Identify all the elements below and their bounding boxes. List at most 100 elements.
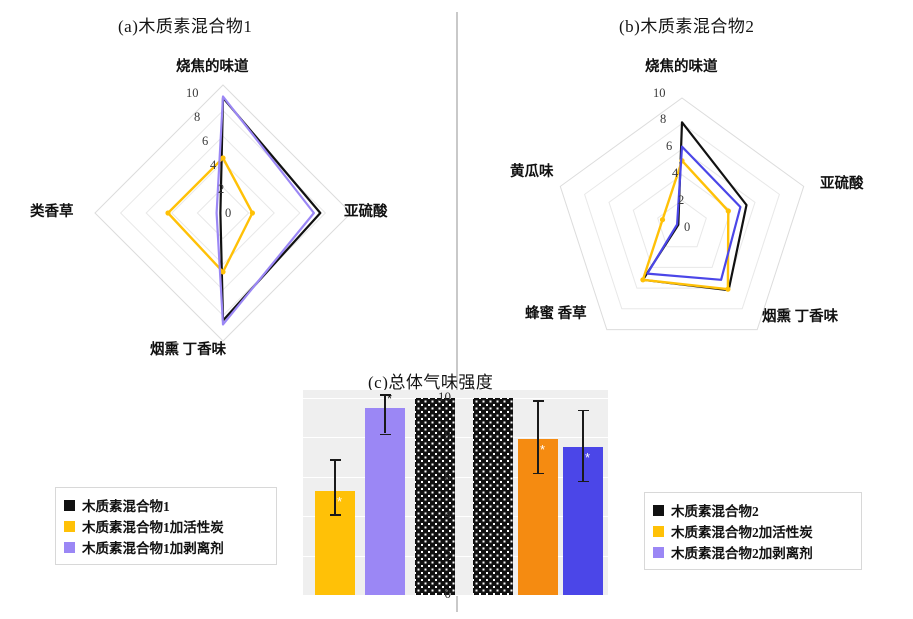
radar-b-axis-label-2: 烟熏 丁香味 <box>762 309 839 325</box>
legend-swatch-black-1 <box>64 499 75 511</box>
legend-swatch-gold-2 <box>653 525 664 537</box>
error-cap-1-0 <box>379 394 391 396</box>
bar-ytick-label: 2 <box>444 546 452 562</box>
panel-divider <box>456 12 458 612</box>
legend-right: 木质素混合物2 木质素混合物2加活性炭 木质素混合物2加剥离剂 <box>644 492 862 570</box>
radar-marker <box>220 155 226 161</box>
radar-b-axis-label-3: 蜂蜜 香草 <box>525 306 587 322</box>
legend-right-label-2: 木质素混合物2加剥离剂 <box>671 546 813 561</box>
legend-left-label-0: 木质素混合物1 <box>82 499 170 514</box>
radar-a-axis-label-1: 亚硫酸 <box>344 204 388 220</box>
radar-b-axis-label-4: 黄瓜味 <box>510 164 554 180</box>
legend-swatch-black-2 <box>653 504 664 516</box>
significance-marker-5: * <box>585 450 591 466</box>
legend-right-item-0: 木质素混合物2 <box>653 500 851 520</box>
legend-left-item-1: 木质素混合物1加活性炭 <box>64 516 266 536</box>
radar-gridline <box>608 148 756 289</box>
bar-gridline <box>303 555 608 557</box>
legend-left-label-1: 木质素混合物1加活性炭 <box>82 520 224 535</box>
radar-marker <box>220 269 226 275</box>
radar-b-tick-4: 4 <box>672 166 679 180</box>
error-cap-0-1 <box>329 514 341 516</box>
radar-a-axis-label-2: 烟熏 丁香味 <box>150 342 227 358</box>
radar-series-0 <box>641 121 748 292</box>
radar-marker <box>725 208 731 214</box>
radar-series-1 <box>641 159 730 291</box>
radar-gridline <box>94 84 352 342</box>
radar-gridline <box>196 186 250 240</box>
bar-3 <box>473 398 513 595</box>
radar-b-axis-label-1: 亚硫酸 <box>820 176 864 192</box>
radar-a-axis-label-0: 烧焦的味道 <box>176 59 249 75</box>
radar-gridline <box>559 97 805 331</box>
legend-swatch-purple-1 <box>64 541 75 553</box>
significance-marker-0: * <box>337 493 343 509</box>
radar-a-tick-0: 0 <box>225 206 232 220</box>
bar-1 <box>365 407 405 595</box>
legend-swatch-gold-1 <box>64 520 75 532</box>
bar-ytick-label: 4 <box>444 507 452 523</box>
error-bar-5 <box>582 409 584 481</box>
bar-chart-c: * * * * 0 2 4 6 8 10 <box>303 389 608 601</box>
radar-gridline <box>632 174 732 268</box>
radar-b-tick-2: 2 <box>678 193 685 207</box>
error-bar-0 <box>334 459 336 515</box>
radar-b-tick-10: 10 <box>653 86 666 100</box>
radar-series-2 <box>646 145 742 281</box>
legend-swatch-purple-2 <box>653 546 664 558</box>
error-cap-4-1 <box>532 472 544 475</box>
bar-2 <box>415 398 455 595</box>
legend-right-item-1: 木质素混合物2加活性炭 <box>653 521 851 541</box>
legend-left-item-2: 木质素混合物1加剥离剂 <box>64 537 266 557</box>
bar-gridline <box>303 595 608 596</box>
legend-left-item-0: 木质素混合物1 <box>64 495 266 515</box>
panel-c-title: (c)总体气味强度 <box>368 373 494 392</box>
radar-marker <box>165 210 171 216</box>
radar-gridline <box>584 122 780 310</box>
error-cap-5-0 <box>577 409 589 412</box>
radar-a-svg <box>94 84 352 342</box>
error-cap-5-1 <box>577 480 589 483</box>
panel-b-title: (b)木质素混合物2 <box>619 17 755 36</box>
legend-right-label-1: 木质素混合物2加活性炭 <box>671 525 813 540</box>
bar-ytick-label: 6 <box>444 467 452 483</box>
bar-gridline <box>303 398 608 399</box>
radar-a-tick-8: 8 <box>194 110 201 124</box>
radar-marker <box>725 286 731 292</box>
legend-right-label-0: 木质素混合物2 <box>671 504 759 519</box>
radar-gridline <box>171 161 275 265</box>
radar-gridline <box>657 199 707 248</box>
radar-a-axis-label-3: 类香草 <box>30 204 74 220</box>
radar-marker <box>659 217 666 223</box>
radar-marker <box>640 277 646 283</box>
radar-a-tick-4: 4 <box>210 158 217 172</box>
legend-left: 木质素混合物1 木质素混合物1加活性炭 木质素混合物1加剥离剂 <box>55 487 277 565</box>
radar-b-tick-6: 6 <box>666 139 673 153</box>
radar-b-tick-8: 8 <box>660 112 667 126</box>
error-cap-0-0 <box>329 459 341 461</box>
radar-a-tick-2: 2 <box>218 182 225 196</box>
legend-right-item-2: 木质素混合物2加剥离剂 <box>653 542 851 562</box>
significance-marker-4: * <box>540 442 546 458</box>
bar-ytick-label: 10 <box>438 389 451 404</box>
radar-chart-a: 烧焦的味道 亚硫酸 烟熏 丁香味 类香草 10 8 6 4 2 0 <box>30 50 450 370</box>
significance-marker-1: * <box>387 390 393 406</box>
radar-b-axis-label-0: 烧焦的味道 <box>645 59 718 75</box>
panel-a-title: (a)木质素混合物1 <box>118 17 253 36</box>
radar-b-svg <box>559 97 805 331</box>
radar-b-tick-0: 0 <box>684 220 691 234</box>
bar-ytick-label: 0 <box>444 586 452 601</box>
error-cap-4-0 <box>532 400 544 402</box>
radar-a-tick-10: 10 <box>186 86 199 100</box>
bar-gridline <box>303 516 608 518</box>
radar-marker <box>249 210 255 216</box>
legend-left-label-2: 木质素混合物1加剥离剂 <box>82 541 224 556</box>
bar-gridline <box>303 437 608 439</box>
radar-chart-b: 烧焦的味道 亚硫酸 烟熏 丁香味 蜂蜜 香草 黄瓜味 10 8 6 4 2 0 <box>490 50 910 350</box>
error-bar-4 <box>537 400 539 473</box>
error-cap-1-1 <box>379 433 391 436</box>
bar-gridline <box>303 476 608 478</box>
radar-series-2 <box>215 95 315 326</box>
error-bar-1 <box>384 394 386 434</box>
bar-ytick-label: 8 <box>444 428 452 444</box>
